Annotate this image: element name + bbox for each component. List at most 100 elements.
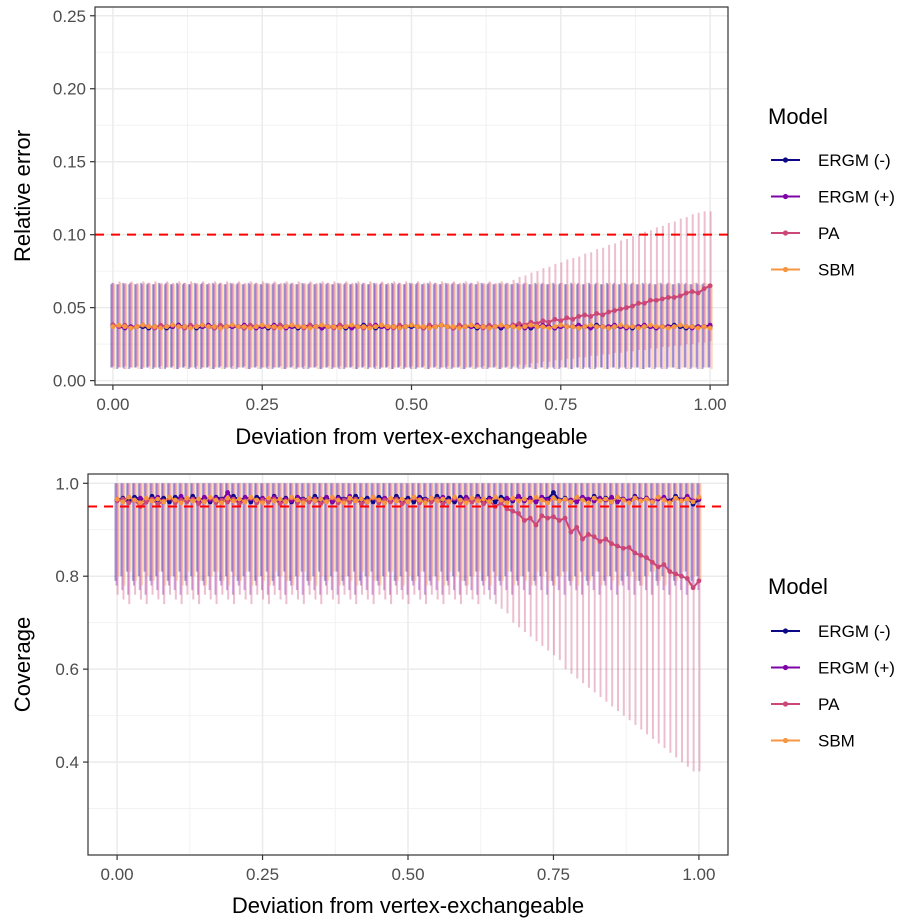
data-point (341, 500, 347, 506)
legend-label: ERGM (+) (818, 188, 895, 207)
legend-key-point (782, 157, 789, 163)
data-point (546, 325, 552, 331)
x-axis-label: Deviation from vertex-exchangeable (235, 424, 587, 449)
data-point (492, 499, 498, 505)
data-point (247, 325, 253, 331)
y-tick-label: 0.20 (53, 80, 86, 99)
data-point (615, 543, 620, 549)
data-point (665, 325, 671, 331)
y-axis-label: Relative error (10, 130, 35, 262)
data-point (188, 325, 193, 331)
data-point (481, 501, 487, 507)
data-point (421, 324, 426, 330)
data-point (487, 499, 492, 505)
data-point (347, 495, 353, 501)
points-SBM (110, 322, 713, 331)
data-point (417, 497, 423, 503)
data-point (606, 325, 611, 331)
data-point (568, 529, 574, 535)
data-point (423, 500, 428, 506)
legend-item: ERGM (-) (771, 622, 891, 641)
data-point (626, 545, 632, 550)
data-point (585, 532, 591, 537)
data-point (379, 322, 385, 328)
data-point (178, 493, 184, 499)
data-point (283, 324, 289, 330)
data-point (673, 495, 679, 501)
data-point (580, 536, 585, 542)
data-point (283, 499, 289, 505)
legend-item: ERGM (+) (771, 188, 895, 207)
data-point (128, 325, 134, 331)
data-point (533, 499, 539, 505)
data-point (289, 494, 295, 500)
data-point (630, 303, 635, 309)
data-point (201, 494, 207, 500)
x-tick-label: 0.00 (101, 865, 134, 884)
data-point (636, 300, 641, 306)
data-point (324, 499, 329, 505)
data-point (295, 497, 300, 503)
data-point (659, 296, 665, 302)
data-point (677, 322, 683, 328)
x-tick-label: 1.00 (682, 865, 715, 884)
data-point (170, 322, 176, 328)
data-point (172, 497, 178, 503)
data-point (533, 522, 539, 528)
y-tick-label: 0.15 (53, 153, 86, 172)
data-point (446, 499, 452, 505)
data-point (510, 495, 516, 501)
data-point (409, 322, 414, 328)
data-point (655, 564, 661, 570)
data-point (653, 297, 659, 303)
data-point (510, 324, 516, 330)
data-point (265, 324, 271, 330)
data-point (667, 500, 673, 506)
data-point (647, 322, 653, 328)
data-point (546, 319, 552, 325)
data-point (207, 494, 213, 500)
legend-key-point (782, 193, 789, 200)
data-point (126, 494, 132, 500)
data-point (516, 493, 521, 499)
data-point (690, 499, 696, 505)
data-point (528, 322, 534, 328)
y-tick-label: 0.4 (55, 753, 79, 772)
data-point (638, 498, 644, 504)
data-point (618, 322, 623, 328)
data-point (388, 499, 393, 505)
data-point (325, 324, 331, 330)
data-point (265, 495, 271, 501)
y-tick-label: 0.05 (53, 299, 86, 318)
data-point (609, 541, 615, 547)
data-point (231, 498, 236, 504)
data-point (415, 324, 420, 330)
data-point (158, 325, 164, 331)
x-tick-label: 0.75 (537, 865, 570, 884)
data-point (312, 498, 318, 504)
data-point (331, 324, 337, 330)
data-point (516, 321, 522, 327)
data-point (307, 325, 313, 331)
data-point (295, 324, 301, 330)
data-point (335, 497, 341, 503)
data-point (475, 498, 481, 504)
data-point (329, 494, 335, 500)
x-tick-label: 0.25 (246, 865, 279, 884)
data-point (603, 536, 609, 542)
data-point (143, 499, 149, 505)
legend-label: SBM (818, 261, 855, 280)
data-point (696, 494, 702, 500)
data-point (167, 494, 172, 500)
data-point (492, 494, 498, 500)
data-point (126, 500, 132, 506)
data-point (347, 499, 353, 505)
data-point (551, 495, 556, 501)
chart-panel-2: 0.00 0.25 0.50 0.75 1.00 0.4 0.6 0.8 1.0 Deviatio… (10, 473, 895, 918)
data-point (248, 494, 254, 500)
data-point (469, 495, 475, 501)
data-point (444, 324, 450, 330)
data-point (498, 322, 504, 328)
data-point (647, 297, 653, 303)
data-point (603, 496, 609, 502)
